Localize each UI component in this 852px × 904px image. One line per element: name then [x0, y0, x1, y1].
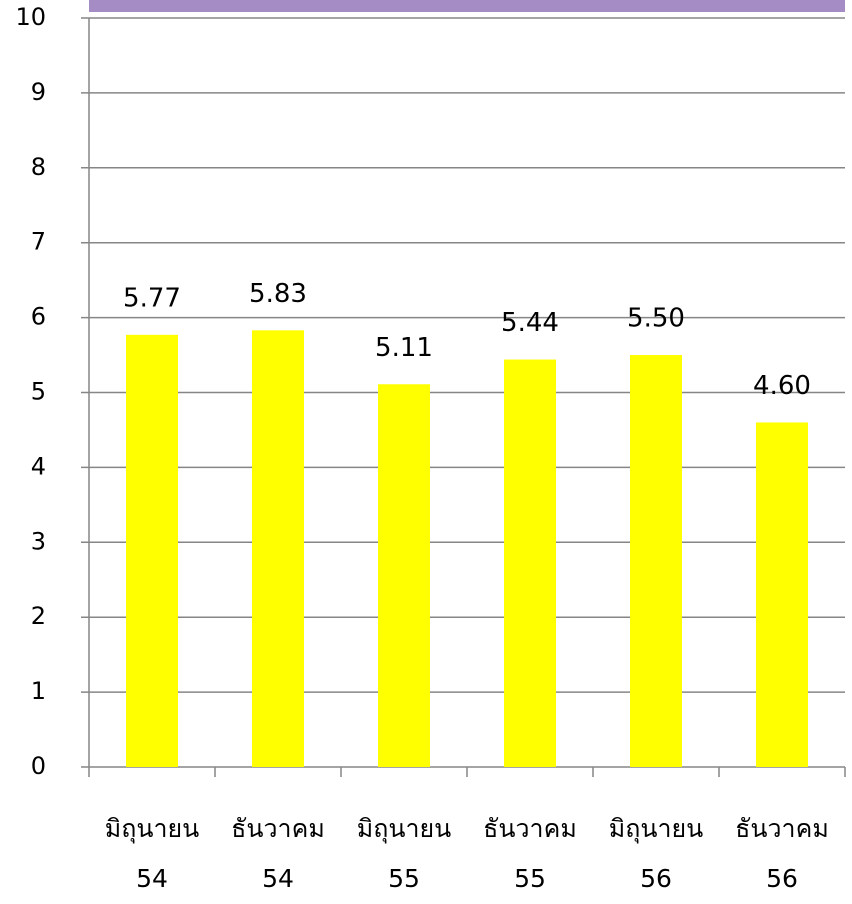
value-label: 5.77 — [123, 283, 181, 313]
y-tick-label: 1 — [31, 677, 46, 705]
bar — [504, 359, 556, 767]
x-tick-label: ธันวาคม 54 — [231, 814, 325, 893]
bar — [126, 334, 178, 767]
x-tick-label: มิถุนายน 54 — [104, 814, 200, 893]
y-tick-label: 10 — [15, 3, 46, 31]
bar — [630, 355, 682, 767]
y-tick-label: 4 — [31, 452, 46, 480]
value-label: 5.11 — [375, 333, 433, 363]
x-tick-label: ธันวาคม 56 — [735, 814, 829, 893]
value-label: 5.83 — [249, 279, 307, 309]
value-label: 4.60 — [753, 371, 811, 401]
y-tick-label: 0 — [31, 752, 46, 780]
y-tick-label: 6 — [31, 303, 46, 331]
bar — [378, 384, 430, 767]
value-label: 5.44 — [501, 308, 559, 338]
y-tick-label: 8 — [31, 153, 46, 181]
bar — [252, 330, 304, 767]
y-tick-label: 7 — [31, 228, 46, 256]
header-band — [89, 0, 845, 12]
y-tick-label: 3 — [31, 527, 46, 555]
y-tick-label: 9 — [31, 78, 46, 106]
y-tick-label: 5 — [31, 378, 46, 406]
x-tick-label: มิถุนายน 56 — [608, 814, 704, 893]
x-tick-label: ธันวาคม 55 — [483, 814, 577, 893]
y-tick-label: 2 — [31, 602, 46, 630]
x-tick-label: มิถุนายน 55 — [356, 814, 452, 893]
bar — [756, 422, 808, 767]
value-label: 5.50 — [627, 304, 685, 334]
